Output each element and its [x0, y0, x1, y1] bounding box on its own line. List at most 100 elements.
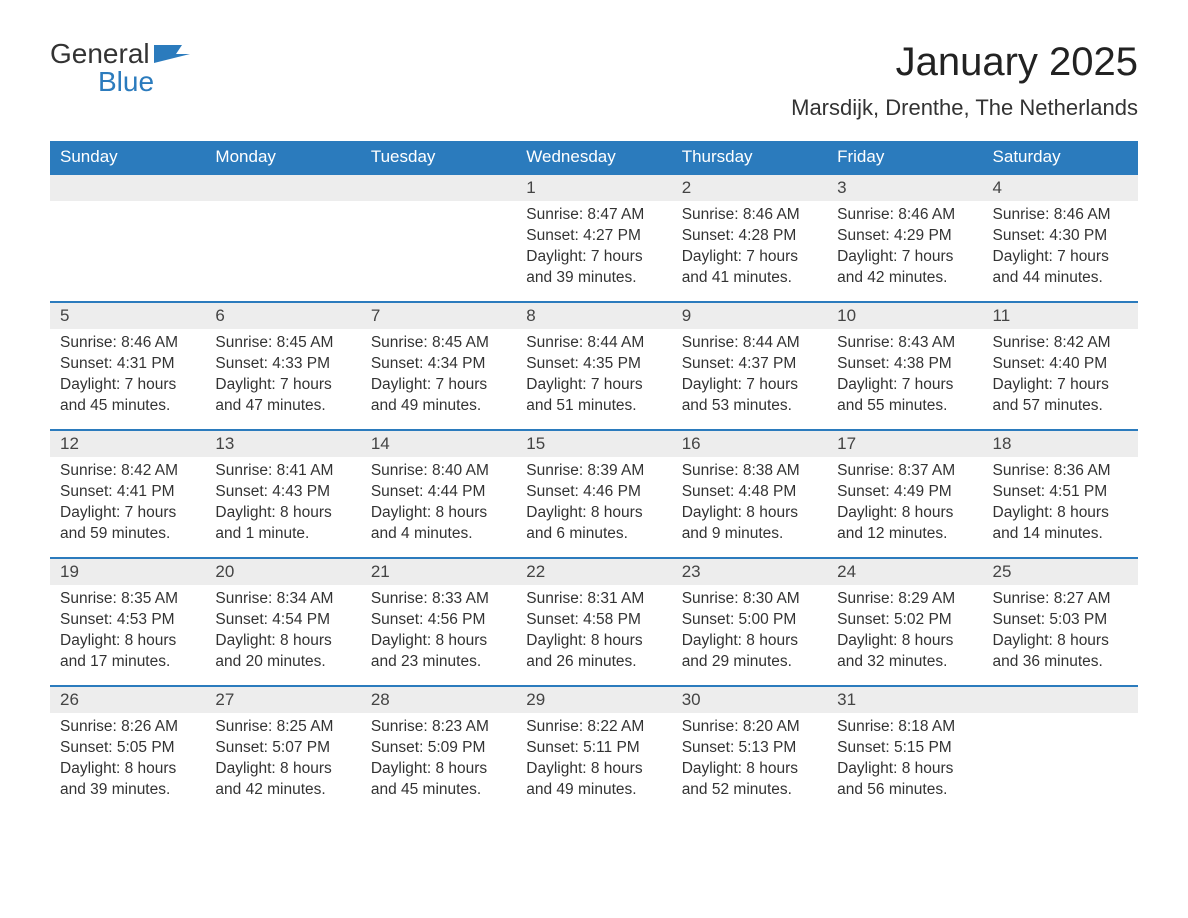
day-number: 25	[983, 557, 1138, 585]
calendar-day-cell: 30Sunrise: 8:20 AMSunset: 5:13 PMDayligh…	[672, 685, 827, 813]
sunset-line: Sunset: 4:40 PM	[993, 354, 1128, 375]
day-details: Sunrise: 8:44 AMSunset: 4:37 PMDaylight:…	[672, 329, 827, 425]
day-header: Monday	[205, 141, 360, 173]
calendar-day-cell	[361, 173, 516, 301]
daylight-line: Daylight: 8 hours and 23 minutes.	[371, 631, 506, 673]
day-number: 8	[516, 301, 671, 329]
day-details: Sunrise: 8:46 AMSunset: 4:31 PMDaylight:…	[50, 329, 205, 425]
sunset-line: Sunset: 4:49 PM	[837, 482, 972, 503]
day-details: Sunrise: 8:18 AMSunset: 5:15 PMDaylight:…	[827, 713, 982, 809]
sunset-line: Sunset: 4:37 PM	[682, 354, 817, 375]
sunrise-line: Sunrise: 8:30 AM	[682, 589, 817, 610]
calendar-day-cell: 25Sunrise: 8:27 AMSunset: 5:03 PMDayligh…	[983, 557, 1138, 685]
day-details: Sunrise: 8:22 AMSunset: 5:11 PMDaylight:…	[516, 713, 671, 809]
day-details: Sunrise: 8:47 AMSunset: 4:27 PMDaylight:…	[516, 201, 671, 297]
day-number: 15	[516, 429, 671, 457]
sunrise-line: Sunrise: 8:26 AM	[60, 717, 195, 738]
sunset-line: Sunset: 4:35 PM	[526, 354, 661, 375]
calendar-table: SundayMondayTuesdayWednesdayThursdayFrid…	[50, 141, 1138, 813]
calendar-day-cell: 7Sunrise: 8:45 AMSunset: 4:34 PMDaylight…	[361, 301, 516, 429]
day-details: Sunrise: 8:27 AMSunset: 5:03 PMDaylight:…	[983, 585, 1138, 681]
day-number: 2	[672, 173, 827, 201]
sunset-line: Sunset: 4:53 PM	[60, 610, 195, 631]
sunset-line: Sunset: 5:13 PM	[682, 738, 817, 759]
calendar-week-row: 5Sunrise: 8:46 AMSunset: 4:31 PMDaylight…	[50, 301, 1138, 429]
day-details: Sunrise: 8:41 AMSunset: 4:43 PMDaylight:…	[205, 457, 360, 553]
sunrise-line: Sunrise: 8:27 AM	[993, 589, 1128, 610]
day-header: Sunday	[50, 141, 205, 173]
sunrise-line: Sunrise: 8:25 AM	[215, 717, 350, 738]
calendar-day-cell: 12Sunrise: 8:42 AMSunset: 4:41 PMDayligh…	[50, 429, 205, 557]
day-details: Sunrise: 8:39 AMSunset: 4:46 PMDaylight:…	[516, 457, 671, 553]
sunset-line: Sunset: 5:11 PM	[526, 738, 661, 759]
sunrise-line: Sunrise: 8:29 AM	[837, 589, 972, 610]
daylight-line: Daylight: 8 hours and 56 minutes.	[837, 759, 972, 801]
day-details: Sunrise: 8:36 AMSunset: 4:51 PMDaylight:…	[983, 457, 1138, 553]
sunrise-line: Sunrise: 8:35 AM	[60, 589, 195, 610]
sunset-line: Sunset: 4:31 PM	[60, 354, 195, 375]
day-number: 22	[516, 557, 671, 585]
calendar-day-cell: 18Sunrise: 8:36 AMSunset: 4:51 PMDayligh…	[983, 429, 1138, 557]
day-details: Sunrise: 8:20 AMSunset: 5:13 PMDaylight:…	[672, 713, 827, 809]
calendar-day-cell: 10Sunrise: 8:43 AMSunset: 4:38 PMDayligh…	[827, 301, 982, 429]
day-number: 7	[361, 301, 516, 329]
calendar-day-cell: 8Sunrise: 8:44 AMSunset: 4:35 PMDaylight…	[516, 301, 671, 429]
calendar-day-cell: 16Sunrise: 8:38 AMSunset: 4:48 PMDayligh…	[672, 429, 827, 557]
calendar-day-cell: 23Sunrise: 8:30 AMSunset: 5:00 PMDayligh…	[672, 557, 827, 685]
sunset-line: Sunset: 5:00 PM	[682, 610, 817, 631]
sunset-line: Sunset: 4:38 PM	[837, 354, 972, 375]
day-number: 23	[672, 557, 827, 585]
calendar-day-cell: 13Sunrise: 8:41 AMSunset: 4:43 PMDayligh…	[205, 429, 360, 557]
sunset-line: Sunset: 5:03 PM	[993, 610, 1128, 631]
calendar-day-cell	[205, 173, 360, 301]
day-header: Friday	[827, 141, 982, 173]
day-details: Sunrise: 8:45 AMSunset: 4:34 PMDaylight:…	[361, 329, 516, 425]
day-number: 4	[983, 173, 1138, 201]
sunrise-line: Sunrise: 8:37 AM	[837, 461, 972, 482]
daylight-line: Daylight: 7 hours and 42 minutes.	[837, 247, 972, 289]
day-details: Sunrise: 8:26 AMSunset: 5:05 PMDaylight:…	[50, 713, 205, 809]
calendar-day-cell: 9Sunrise: 8:44 AMSunset: 4:37 PMDaylight…	[672, 301, 827, 429]
day-number: 3	[827, 173, 982, 201]
day-details: Sunrise: 8:25 AMSunset: 5:07 PMDaylight:…	[205, 713, 360, 809]
calendar-day-cell	[50, 173, 205, 301]
logo-text-bottom: Blue	[98, 68, 190, 96]
day-header: Tuesday	[361, 141, 516, 173]
calendar-day-cell: 27Sunrise: 8:25 AMSunset: 5:07 PMDayligh…	[205, 685, 360, 813]
sunset-line: Sunset: 4:58 PM	[526, 610, 661, 631]
calendar-day-cell: 15Sunrise: 8:39 AMSunset: 4:46 PMDayligh…	[516, 429, 671, 557]
sunrise-line: Sunrise: 8:43 AM	[837, 333, 972, 354]
day-details: Sunrise: 8:43 AMSunset: 4:38 PMDaylight:…	[827, 329, 982, 425]
sunset-line: Sunset: 5:09 PM	[371, 738, 506, 759]
sunset-line: Sunset: 5:05 PM	[60, 738, 195, 759]
day-details: Sunrise: 8:34 AMSunset: 4:54 PMDaylight:…	[205, 585, 360, 681]
calendar-day-cell: 20Sunrise: 8:34 AMSunset: 4:54 PMDayligh…	[205, 557, 360, 685]
day-details: Sunrise: 8:46 AMSunset: 4:29 PMDaylight:…	[827, 201, 982, 297]
day-header: Wednesday	[516, 141, 671, 173]
sunrise-line: Sunrise: 8:34 AM	[215, 589, 350, 610]
day-details: Sunrise: 8:33 AMSunset: 4:56 PMDaylight:…	[361, 585, 516, 681]
daylight-line: Daylight: 8 hours and 14 minutes.	[993, 503, 1128, 545]
daylight-line: Daylight: 7 hours and 53 minutes.	[682, 375, 817, 417]
sunrise-line: Sunrise: 8:41 AM	[215, 461, 350, 482]
daylight-line: Daylight: 7 hours and 47 minutes.	[215, 375, 350, 417]
daylight-line: Daylight: 8 hours and 26 minutes.	[526, 631, 661, 673]
calendar-week-row: 19Sunrise: 8:35 AMSunset: 4:53 PMDayligh…	[50, 557, 1138, 685]
sunrise-line: Sunrise: 8:31 AM	[526, 589, 661, 610]
sunrise-line: Sunrise: 8:46 AM	[682, 205, 817, 226]
day-number: 16	[672, 429, 827, 457]
sunrise-line: Sunrise: 8:47 AM	[526, 205, 661, 226]
daylight-line: Daylight: 8 hours and 45 minutes.	[371, 759, 506, 801]
sunrise-line: Sunrise: 8:46 AM	[993, 205, 1128, 226]
calendar-day-cell: 2Sunrise: 8:46 AMSunset: 4:28 PMDaylight…	[672, 173, 827, 301]
calendar-day-cell: 1Sunrise: 8:47 AMSunset: 4:27 PMDaylight…	[516, 173, 671, 301]
sunrise-line: Sunrise: 8:45 AM	[371, 333, 506, 354]
day-number	[50, 173, 205, 201]
day-details	[50, 201, 205, 213]
day-number: 30	[672, 685, 827, 713]
day-details: Sunrise: 8:42 AMSunset: 4:40 PMDaylight:…	[983, 329, 1138, 425]
day-number: 9	[672, 301, 827, 329]
calendar-week-row: 1Sunrise: 8:47 AMSunset: 4:27 PMDaylight…	[50, 173, 1138, 301]
daylight-line: Daylight: 7 hours and 59 minutes.	[60, 503, 195, 545]
daylight-line: Daylight: 8 hours and 6 minutes.	[526, 503, 661, 545]
